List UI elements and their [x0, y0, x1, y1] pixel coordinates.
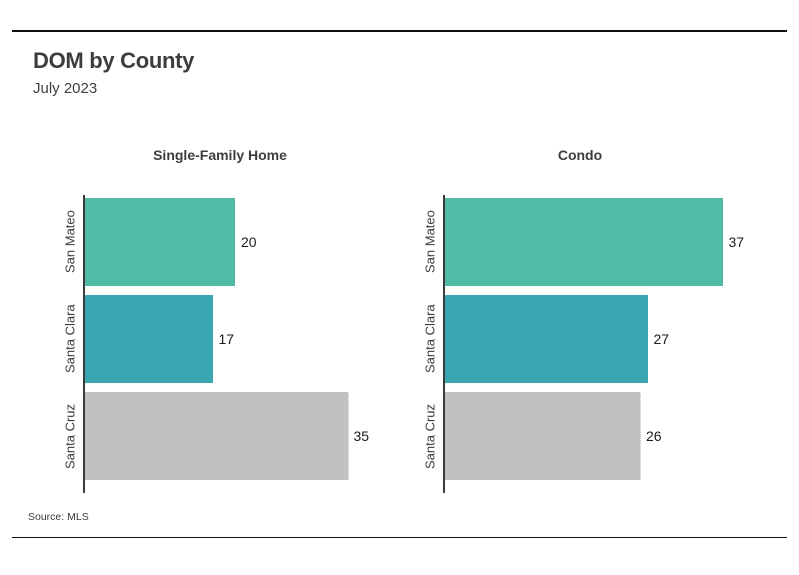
category-label: Santa Cruz: [62, 403, 78, 469]
chart-title: DOM by County: [33, 48, 195, 73]
source-note: Source: MLS: [28, 511, 89, 523]
bar-track: 35: [85, 392, 385, 480]
category-label: San Mateo: [422, 210, 438, 274]
bar-track: 26: [445, 392, 745, 480]
facet-title: Condo: [557, 147, 603, 163]
category-label: Santa Clara: [422, 304, 438, 374]
category-label: Santa Cruz: [422, 403, 438, 469]
bar: [85, 392, 349, 480]
bar-track: 20: [85, 198, 385, 286]
bar: [85, 198, 235, 286]
bar-rows: San Mateo 37 Santa Clara 27 Santa Cruz 26: [415, 198, 745, 480]
bar-value-label: 17: [218, 331, 235, 347]
bar-row: Santa Clara 17: [55, 295, 385, 383]
category-label: Santa Clara: [62, 304, 78, 374]
y-axis-line: [443, 195, 445, 493]
category-label: San Mateo: [62, 210, 78, 274]
bar-row: Santa Cruz 26: [415, 392, 745, 480]
bar-row: Santa Clara 27: [415, 295, 745, 383]
facet-condo: Condo San Mateo 37 Santa Clara 27 Santa Cruz…: [415, 147, 745, 507]
bar-row: San Mateo 20: [55, 198, 385, 286]
bar: [445, 295, 648, 383]
bar-track: 27: [445, 295, 745, 383]
bar-value-label: 27: [653, 331, 670, 347]
bar-value-label: 37: [728, 234, 745, 250]
facet-single-family-home: Single-Family Home San Mateo 20 Santa Clar…: [55, 147, 385, 507]
bar-value-label: 20: [241, 234, 257, 250]
bar-track: 17: [85, 295, 385, 383]
bar-row: San Mateo 37: [415, 198, 745, 286]
bar: [445, 198, 723, 286]
bar-value-label: 26: [646, 428, 662, 444]
top-rule: [12, 30, 787, 32]
bottom-rule: [12, 537, 787, 538]
bar: [445, 392, 641, 480]
y-axis-line: [83, 195, 85, 493]
bar-value-label: 35: [353, 428, 370, 444]
bar: [85, 295, 213, 383]
facet-title: Single-Family Home: [153, 147, 287, 163]
chart-subtitle: July 2023: [33, 80, 98, 97]
bar-row: Santa Cruz 35: [55, 392, 385, 480]
bar-track: 37: [445, 198, 745, 286]
bar-rows: San Mateo 20 Santa Clara 17 Santa Cruz 35: [55, 198, 385, 480]
